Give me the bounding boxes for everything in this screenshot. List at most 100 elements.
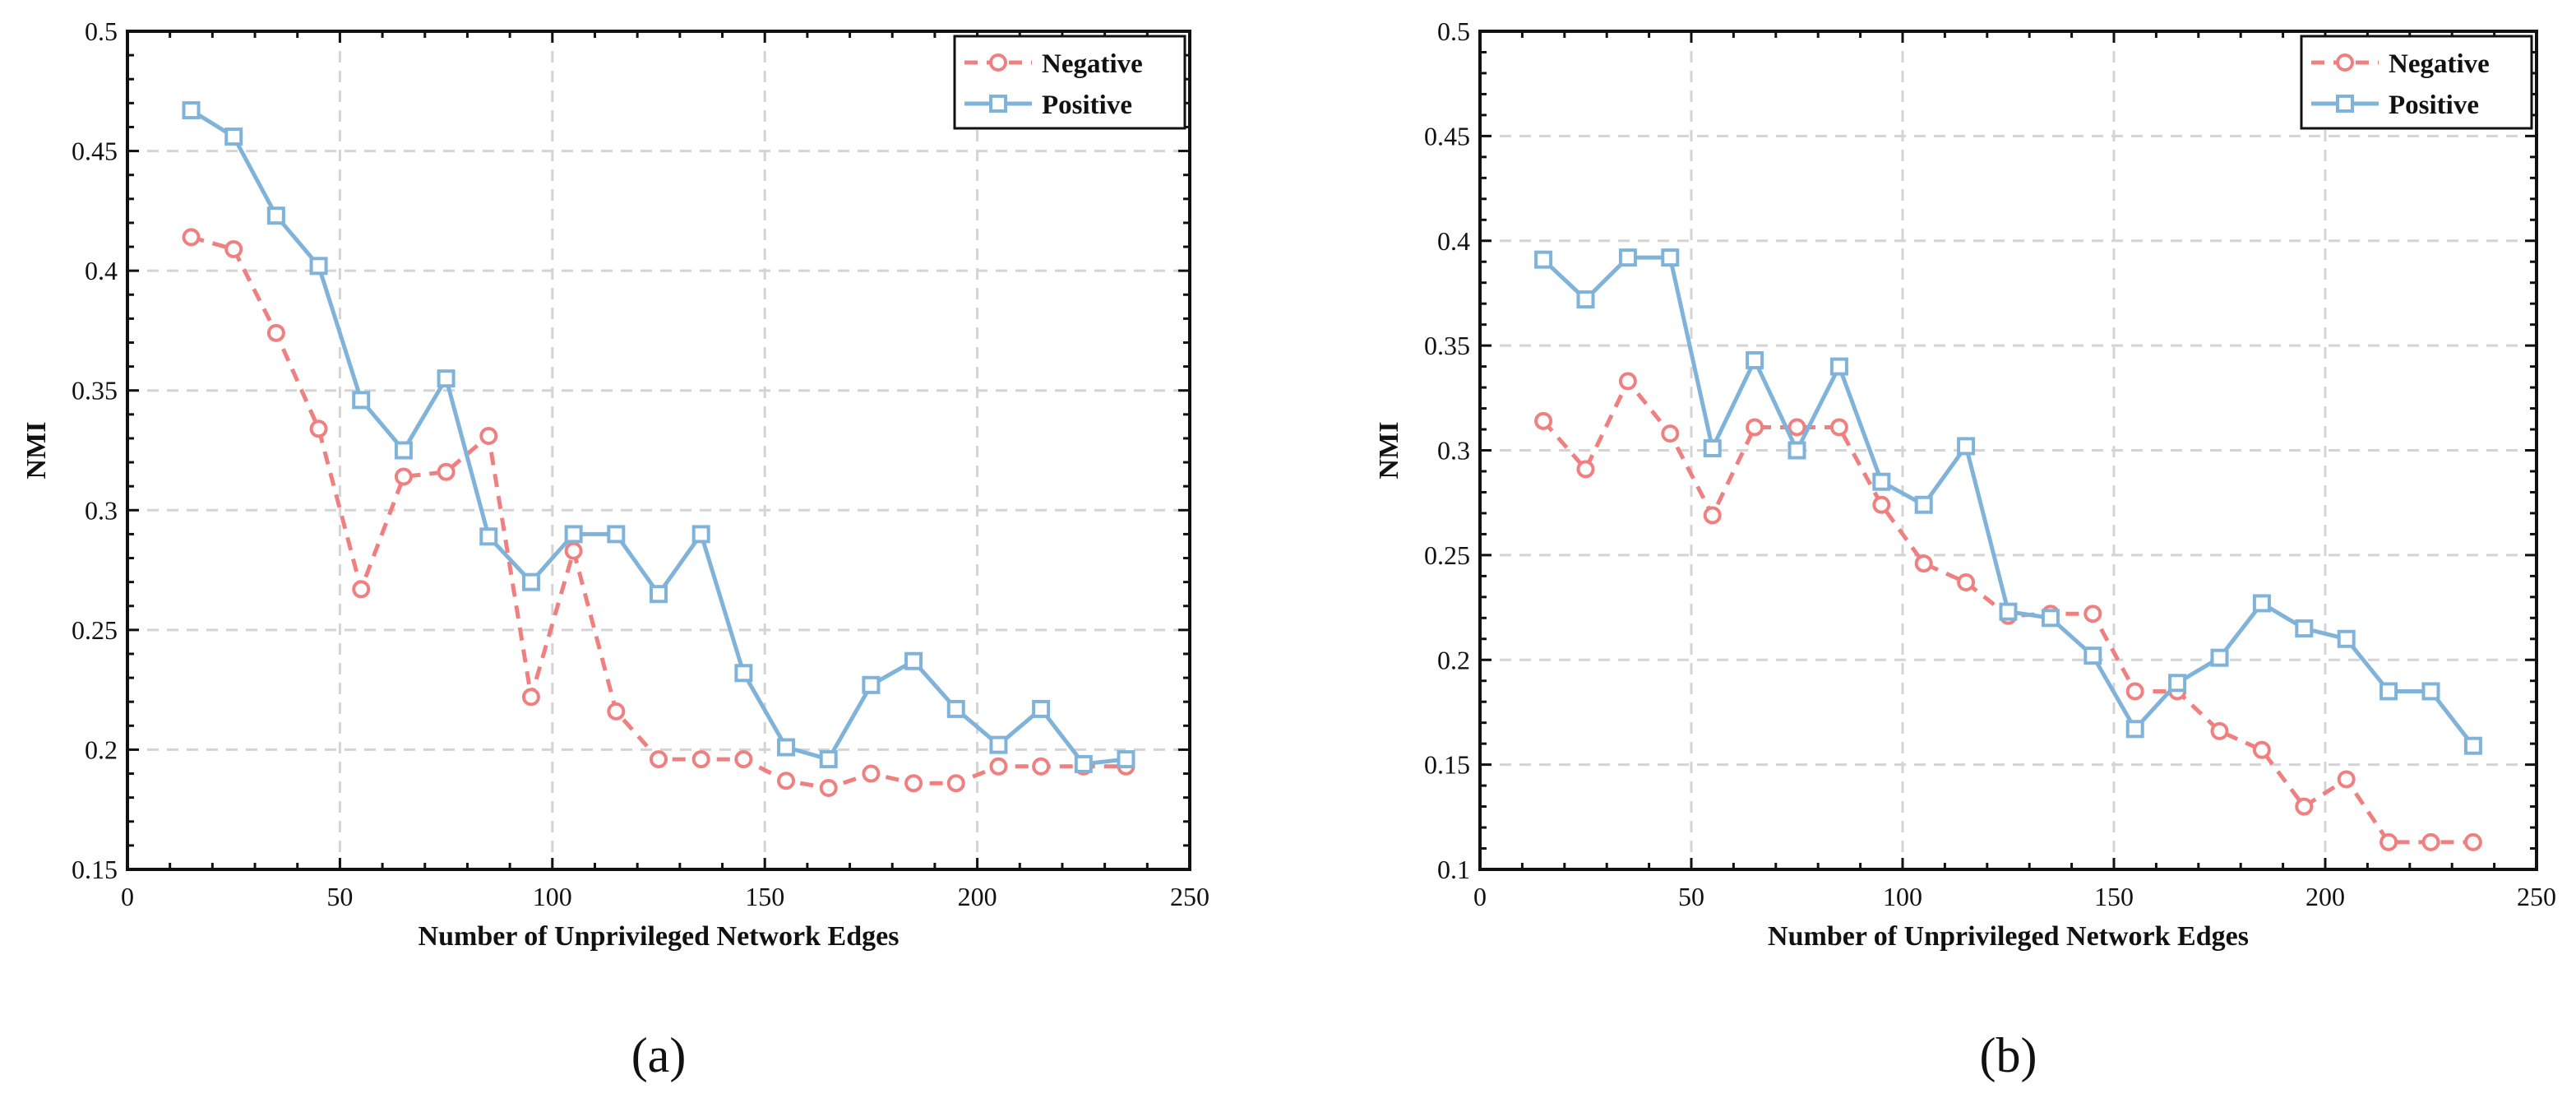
data-point-positive [904,651,923,670]
y-tick-label: 0.25 [72,615,118,645]
data-point-positive [1829,357,1848,376]
data-point-positive [989,735,1008,754]
y-tick-label: 0.4 [1437,226,1470,256]
data-point-positive [734,664,753,683]
data-point-negative [2083,605,2102,623]
data-point-negative [2337,770,2356,789]
legend-box [2300,35,2533,130]
data-point-negative [1829,418,1848,437]
data-point-positive [1746,350,1764,369]
data-point-negative [1957,572,1976,591]
data-point-positive [1661,248,1680,267]
data-point-positive [2337,629,2356,648]
data-point-negative [819,779,838,798]
data-point-negative [2379,832,2398,851]
series-line-positive [190,108,1126,767]
data-point-negative [182,228,201,247]
data-point-negative [650,750,668,769]
data-point-positive [1117,750,1135,769]
x-axis-title: Number of Unprivileged Network Edges [1768,921,2249,952]
data-point-positive [2379,682,2398,701]
data-point-positive [2252,594,2271,613]
data-point-positive [2295,619,2314,638]
data-point-positive [224,127,243,146]
y-tick-label: 0.4 [85,256,118,285]
legend: Negative Positive [953,35,1186,130]
y-tick-label: 0.35 [1424,331,1470,360]
y-tick-label: 0.5 [85,16,118,46]
data-point-negative [564,541,583,560]
data-point-negative [2421,832,2440,851]
data-point-positive [1032,699,1051,718]
data-point-negative [989,757,1008,776]
data-point-positive [564,525,583,544]
data-point-negative [777,772,796,790]
x-tick-label: 100 [1883,882,1922,911]
data-point-positive [1534,250,1553,269]
data-point-positive [691,525,710,544]
y-tick-label: 0.3 [1437,436,1470,466]
x-axis-title: Number of Unprivileged Network Edges [419,921,900,952]
x-tick-label: 250 [2517,882,2556,911]
data-point-positive [352,391,371,410]
data-point-positive [2210,648,2229,667]
series-line-positive [1542,255,2475,748]
x-tick-label: 100 [533,882,572,911]
data-point-negative [1534,411,1553,430]
data-point-negative [1914,554,1933,573]
y-tick-label: 0.5 [1437,16,1470,46]
data-point-negative [734,750,753,769]
data-point-positive [2463,736,2482,755]
legend-marker-negative [989,53,1007,72]
data-point-positive [437,369,456,388]
data-point-positive [1074,754,1093,773]
x-tick-label: 0 [1473,882,1487,911]
y-tick-label: 0.2 [1437,645,1470,674]
data-point-negative [224,239,243,258]
data-point-positive [394,441,413,460]
data-point-positive [2083,647,2102,665]
legend-label-positive: Positive [2389,90,2479,120]
x-tick-label: 0 [121,882,134,911]
x-tick-label: 150 [745,882,784,911]
data-point-negative [394,467,413,486]
data-point-negative [1872,495,1891,514]
plot-frame [126,30,1191,871]
data-point-positive [1576,290,1595,309]
data-point-positive [1914,495,1933,514]
y-tick-label: 0.45 [72,137,118,166]
data-point-negative [2252,740,2271,759]
legend: Negative Positive [2300,35,2533,130]
legend-box [953,35,1186,130]
x-tick-label: 250 [1170,882,1209,911]
y-axis-title: NMI [1374,422,1404,480]
data-point-negative [691,750,710,769]
data-point-positive [777,738,796,757]
data-point-negative [2295,797,2314,816]
data-point-positive [819,750,838,769]
data-point-negative [521,688,540,707]
x-tick-label: 150 [2094,882,2134,911]
chart-panel-b: 0 50 100 150 200 250 0.1 0.15 0.2 0.25 0.3 0.35 0.4 0… [1374,16,2556,1082]
data-point-negative [2125,682,2144,701]
legend-marker-positive [989,95,1007,113]
x-tick-label: 50 [1678,882,1704,911]
legend-label-negative: Negative [1042,49,1143,79]
data-point-negative [2463,832,2482,851]
legend-marker-positive [2336,95,2354,113]
data-point-positive [266,206,285,225]
data-point-negative [946,774,965,793]
data-point-negative [1576,460,1595,479]
data-point-positive [1999,602,2018,621]
data-point-positive [2041,609,2060,628]
data-point-negative [862,764,881,783]
data-point-negative [437,462,456,481]
panel-label: (b) [1980,1028,2037,1082]
y-tick-label: 0.15 [72,855,118,884]
data-point-positive [1957,437,1976,456]
data-point-positive [2421,682,2440,701]
legend-label-positive: Positive [1042,90,1132,120]
y-axis-title: NMI [21,422,52,480]
x-tick-label: 200 [958,882,997,911]
